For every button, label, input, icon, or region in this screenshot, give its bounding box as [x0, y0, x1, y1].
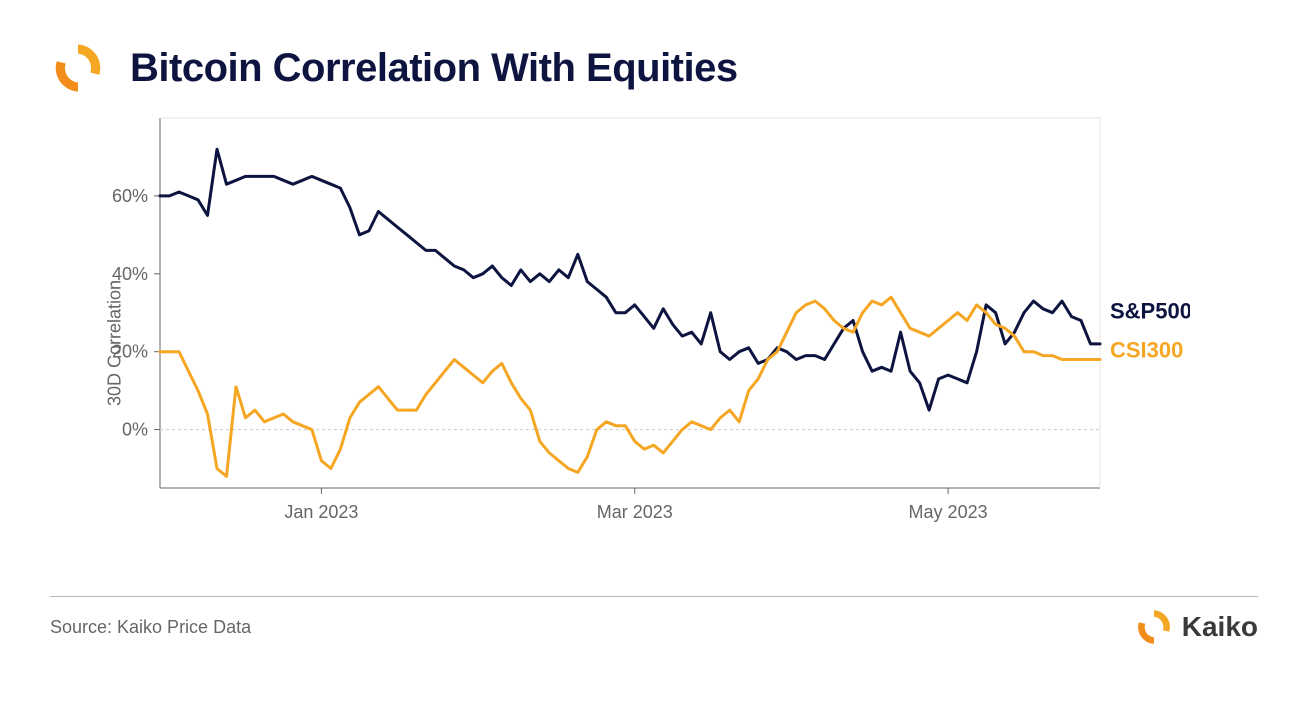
y-axis-label: 30D Correlation — [105, 280, 126, 406]
page-root: Bitcoin Correlation With Equities 30D Co… — [0, 0, 1308, 710]
svg-text:0%: 0% — [122, 420, 148, 440]
chart-container: 30D Correlation 0%20%40%60%Jan 2023Mar 2… — [110, 108, 1258, 578]
svg-text:Jan 2023: Jan 2023 — [284, 502, 358, 522]
header: Bitcoin Correlation With Equities — [50, 40, 1258, 96]
footer: Source: Kaiko Price Data Kaiko — [50, 607, 1258, 647]
svg-text:May 2023: May 2023 — [909, 502, 988, 522]
series-line-CSI300 — [160, 297, 1100, 476]
chart-title: Bitcoin Correlation With Equities — [130, 46, 738, 91]
kaiko-logo-icon — [50, 40, 106, 96]
series-label-CSI300: CSI300 — [1110, 338, 1183, 363]
series-label-S&P500: S&P500 — [1110, 299, 1190, 324]
svg-text:60%: 60% — [112, 186, 148, 206]
source-text: Source: Kaiko Price Data — [50, 617, 251, 638]
kaiko-footer-logo-icon — [1134, 607, 1174, 647]
footer-divider — [50, 596, 1258, 597]
series-line-S&P500 — [160, 149, 1100, 410]
brand-block: Kaiko — [1134, 607, 1258, 647]
brand-name: Kaiko — [1182, 611, 1258, 643]
svg-text:Mar 2023: Mar 2023 — [597, 502, 673, 522]
correlation-line-chart: 0%20%40%60%Jan 2023Mar 2023May 2023S&P50… — [110, 108, 1190, 578]
